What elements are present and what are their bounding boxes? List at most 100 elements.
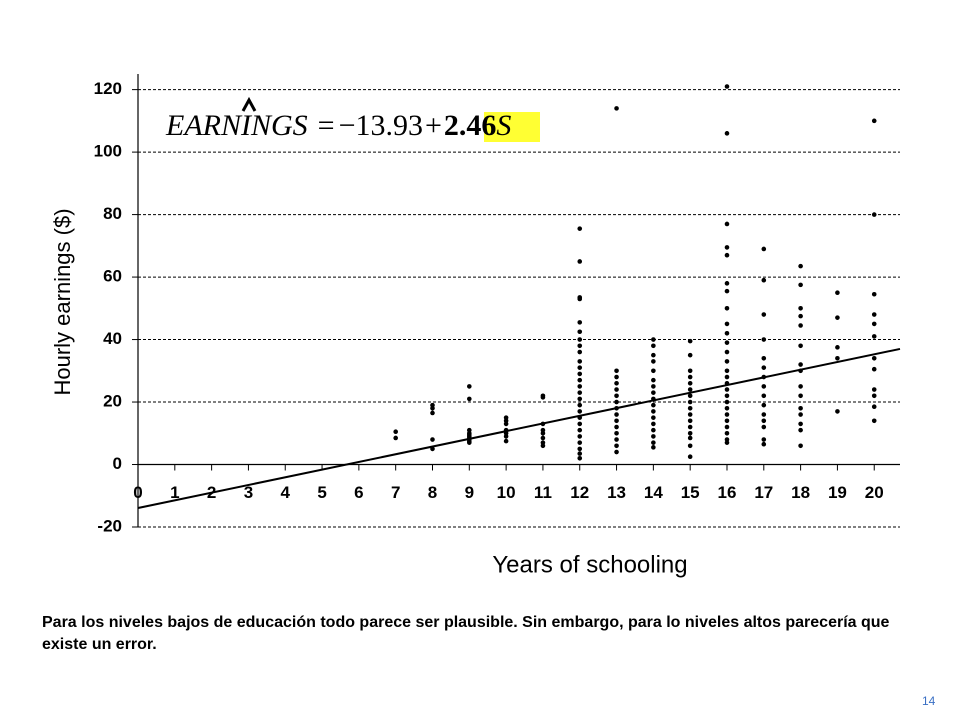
equation-slope: 2.46	[444, 109, 497, 142]
point	[724, 405, 730, 411]
point	[393, 429, 398, 435]
point	[577, 329, 583, 335]
y-tick-label: 40	[103, 329, 122, 348]
point	[577, 440, 583, 445]
x-tick-label: 0	[133, 483, 142, 502]
y-tick-label: 0	[113, 454, 122, 473]
highlight	[484, 112, 540, 142]
equation-lhs: EARNINGS	[165, 109, 308, 142]
point	[724, 399, 730, 405]
point	[724, 430, 730, 436]
point	[687, 430, 693, 436]
point	[577, 451, 583, 456]
point	[871, 212, 877, 217]
point	[871, 118, 877, 124]
point	[871, 393, 877, 399]
point	[798, 393, 803, 399]
point	[503, 421, 509, 427]
point	[761, 337, 767, 342]
x-tick-label: 10	[497, 483, 516, 502]
point	[577, 320, 583, 325]
point	[577, 349, 583, 355]
point	[614, 380, 619, 386]
point	[577, 359, 583, 364]
point	[614, 437, 619, 442]
x-tick-label: 18	[791, 483, 810, 502]
x-tick-label: 5	[317, 483, 326, 502]
point	[614, 106, 619, 111]
point	[687, 418, 693, 424]
point	[577, 427, 583, 433]
x-tick-label: 15	[681, 483, 700, 502]
point	[835, 355, 840, 361]
point	[835, 345, 840, 350]
equation: EARNINGS = −13.93+2.46S	[165, 109, 511, 142]
point	[687, 405, 693, 411]
point	[577, 455, 583, 461]
y-tick-label: 100	[94, 142, 122, 161]
point	[871, 321, 877, 327]
point	[687, 399, 693, 405]
y-tick-label: -20	[97, 516, 122, 535]
x-tick-label: 3	[244, 483, 253, 502]
point	[761, 246, 767, 252]
point	[651, 343, 656, 349]
point	[614, 449, 619, 455]
equation-eq: =	[318, 109, 335, 142]
chart: EARNINGS = −13.93+2.46S Years of schooling…	[50, 74, 901, 578]
point	[393, 435, 398, 441]
point	[577, 396, 583, 402]
point	[687, 412, 693, 417]
x-tick-label: 6	[354, 483, 363, 502]
equation-var: S	[496, 109, 511, 142]
point	[798, 412, 803, 417]
point	[687, 443, 693, 449]
point	[577, 371, 583, 377]
point	[577, 390, 583, 395]
point	[651, 377, 656, 383]
point	[651, 415, 656, 420]
point	[798, 443, 803, 449]
point	[540, 443, 546, 449]
equation-plus: +	[425, 109, 442, 142]
point	[724, 221, 730, 227]
x-tick-label: 7	[391, 483, 400, 502]
point	[540, 435, 546, 441]
point	[577, 337, 583, 342]
point	[871, 387, 877, 392]
x-tick-label: 1	[170, 483, 179, 502]
point	[761, 355, 767, 361]
point	[724, 252, 730, 258]
page-number: 14	[922, 694, 936, 708]
point	[577, 365, 583, 370]
point	[798, 323, 803, 328]
point	[871, 291, 877, 297]
point	[651, 390, 656, 395]
point	[651, 352, 656, 358]
x-tick-label: 12	[570, 483, 589, 502]
point	[651, 409, 656, 414]
point	[798, 405, 803, 411]
point	[687, 338, 693, 344]
point	[614, 393, 619, 399]
point	[614, 399, 619, 405]
y-axis-label: Hourly earnings ($)	[50, 208, 75, 395]
point	[724, 331, 730, 336]
point	[798, 263, 803, 269]
point	[614, 443, 619, 449]
point	[798, 282, 803, 288]
point	[724, 368, 730, 374]
point	[761, 441, 767, 447]
point	[467, 396, 472, 402]
point	[724, 387, 730, 392]
point	[798, 306, 803, 311]
point	[467, 440, 472, 445]
point	[761, 393, 767, 399]
point	[724, 359, 730, 364]
point	[577, 343, 583, 349]
point	[724, 393, 730, 399]
caption: Para los niveles bajos de educación todo…	[42, 614, 890, 653]
x-tick-label: 19	[828, 483, 847, 502]
point	[724, 349, 730, 355]
y-tick-label: 80	[103, 204, 122, 223]
